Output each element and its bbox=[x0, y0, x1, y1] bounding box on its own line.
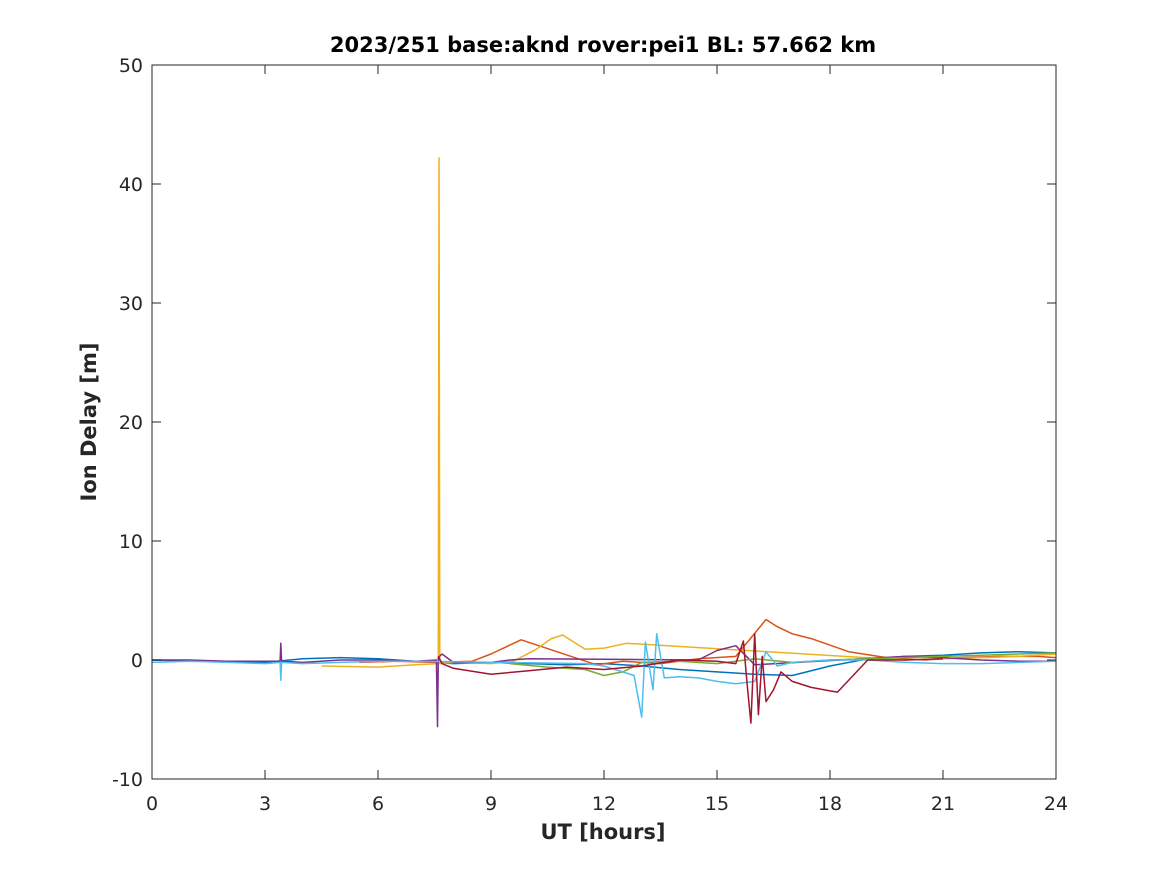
series-line-7 bbox=[437, 633, 944, 724]
y-tick-label: 0 bbox=[131, 650, 143, 672]
x-tick-label: 12 bbox=[592, 793, 616, 815]
axes-background bbox=[152, 65, 1056, 779]
series-line-5 bbox=[509, 652, 1057, 677]
y-tick-label: -10 bbox=[112, 769, 143, 791]
y-axis-ticks: -10 0 10 20 30 40 50 bbox=[112, 55, 1056, 791]
y-tick-label: 30 bbox=[119, 293, 143, 315]
series-layer bbox=[151, 157, 1057, 728]
x-tick-label: 0 bbox=[146, 793, 158, 815]
x-tick-label: 6 bbox=[372, 793, 384, 815]
x-tick-label: 3 bbox=[259, 793, 271, 815]
x-axis-ticks: 0 3 6 9 12 15 18 21 24 bbox=[146, 65, 1068, 815]
x-tick-label: 24 bbox=[1044, 793, 1068, 815]
x-tick-label: 18 bbox=[818, 793, 842, 815]
x-tick-label: 9 bbox=[485, 793, 497, 815]
x-tick-label: 15 bbox=[705, 793, 729, 815]
x-tick-label: 21 bbox=[931, 793, 955, 815]
x-axis-label: UT [hours] bbox=[540, 820, 665, 844]
y-tick-label: 20 bbox=[119, 412, 143, 434]
series-line-6 bbox=[151, 633, 1057, 718]
y-tick-label: 40 bbox=[119, 174, 143, 196]
y-axis-label: Ion Delay [m] bbox=[77, 343, 101, 502]
chart-title: 2023/251 base:aknd rover:pei1 BL: 57.662… bbox=[330, 33, 876, 57]
y-tick-label: 50 bbox=[119, 55, 143, 77]
y-tick-label: 10 bbox=[119, 531, 143, 553]
